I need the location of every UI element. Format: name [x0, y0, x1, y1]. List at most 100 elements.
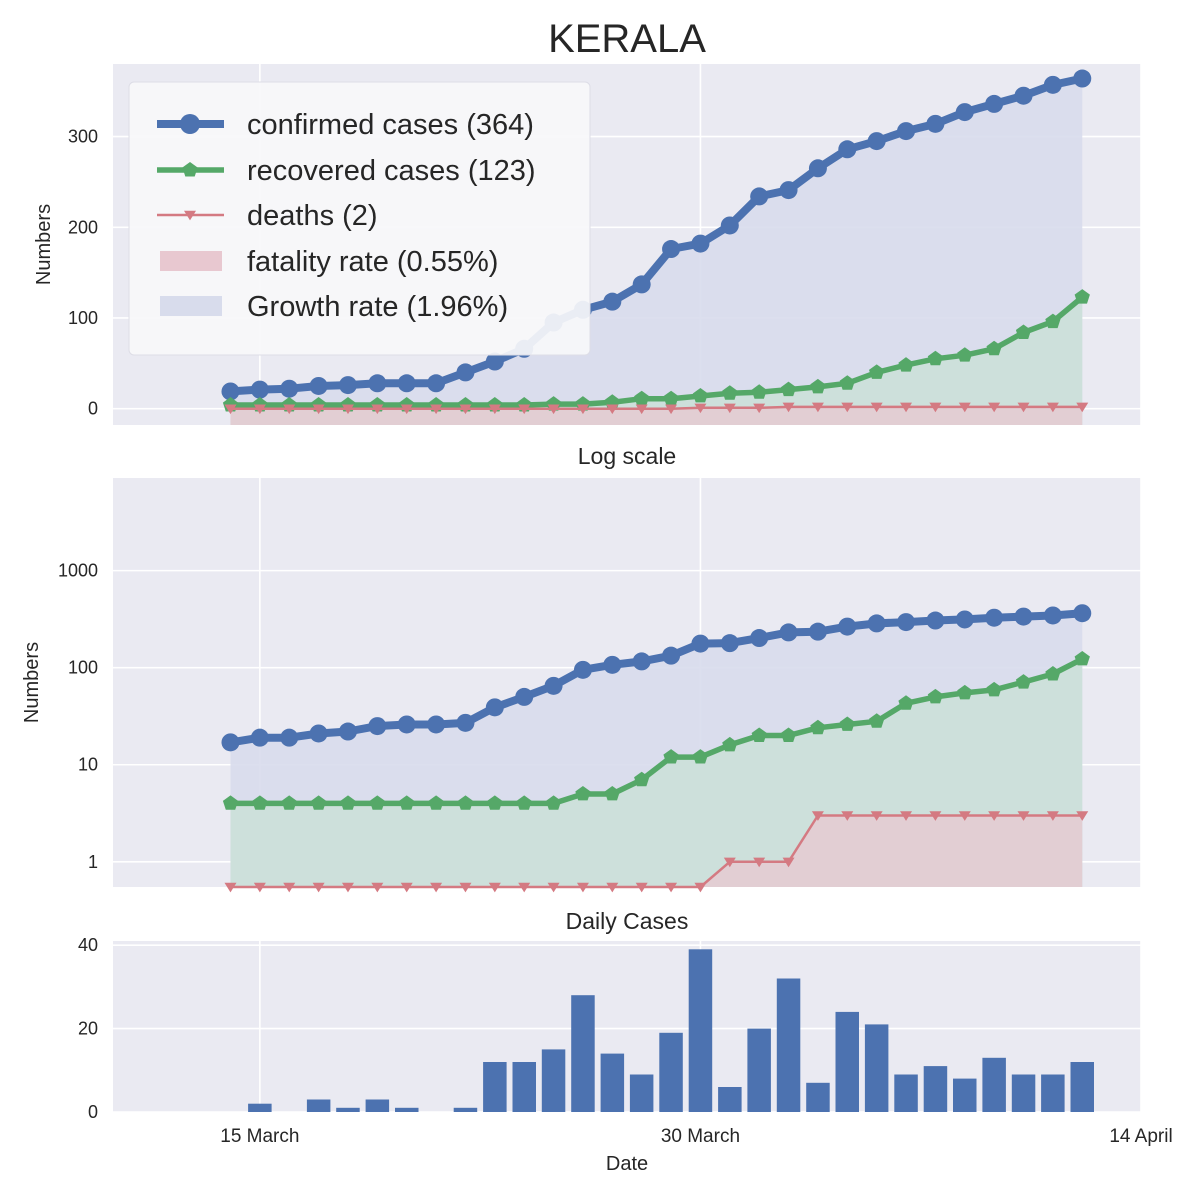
deaths-point: [1046, 811, 1059, 821]
confirmed-point: [720, 634, 739, 653]
recovered-point: [516, 795, 532, 810]
recovered-point: [252, 795, 268, 810]
recovered-point: [1074, 289, 1090, 304]
confirmed-point: [1073, 69, 1092, 88]
recovered-area: [230, 297, 1083, 425]
deaths-point: [723, 403, 736, 414]
recovered-point: [634, 390, 650, 406]
confirmed-point: [691, 234, 710, 253]
confirmed-point: [808, 622, 827, 641]
daily-bar: [453, 1107, 478, 1112]
recovered-point: [692, 388, 708, 403]
confirmed-point: [250, 380, 269, 399]
deaths-point: [371, 404, 384, 415]
confirmed-point: [309, 376, 328, 395]
deaths-point: [1017, 402, 1030, 413]
deaths-point: [929, 811, 942, 821]
recovered-point: [546, 795, 562, 810]
confirmed-point: [309, 724, 328, 743]
deaths-point: [341, 404, 354, 415]
deaths-point: [694, 882, 707, 893]
daily-bar: [718, 1087, 742, 1112]
deaths-point: [635, 882, 648, 893]
y-axis-label: Numbers: [33, 204, 55, 285]
y-tick-label-2: 100: [68, 658, 98, 678]
recovered-point: [986, 681, 1002, 697]
y-tick-label-0: 0: [88, 1102, 98, 1122]
daily-bar: [982, 1057, 1006, 1112]
y-tick-label-2: 40: [78, 935, 98, 955]
deaths-point: [811, 402, 824, 413]
legend-box: [128, 81, 591, 356]
recovered-legend-marker: [182, 162, 198, 177]
confirmed-point: [662, 240, 681, 259]
confirmed-point: [662, 646, 681, 665]
daily-bar: [365, 1099, 390, 1112]
daily-cases-panel: 0 20 40 Daily Cases 15 March 30 March 14 April…: [78, 908, 1173, 1175]
daily-bar: [659, 1032, 683, 1112]
confirmed-point: [985, 608, 1004, 627]
confirmed-point: [838, 140, 857, 159]
confirmed-point: [485, 352, 504, 371]
deaths-point: [753, 403, 766, 414]
x-axis-label: Date: [606, 1153, 648, 1175]
deaths-point: [988, 811, 1001, 821]
confirmed-point: [867, 132, 886, 151]
recovered-point: [986, 340, 1002, 356]
recovered-point: [1045, 666, 1061, 681]
deaths-point: [870, 402, 883, 413]
deaths-point: [900, 402, 913, 413]
recovered-point: [604, 786, 620, 801]
recovered-point: [722, 736, 738, 752]
recovered-point: [399, 795, 415, 810]
recovered-point: [898, 357, 914, 372]
confirmed-point: [926, 114, 945, 133]
confirmed-point: [632, 652, 651, 671]
deaths-point: [283, 404, 296, 415]
recovered-point: [311, 795, 327, 810]
deaths-point: [400, 404, 413, 415]
recovered-point: [222, 795, 239, 810]
daily-bar: [894, 1074, 918, 1112]
deaths-point: [694, 403, 707, 414]
recovered-point: [428, 795, 444, 810]
confirmed-point: [250, 728, 269, 747]
deaths-area: [230, 406, 1083, 425]
recovered-point: [927, 688, 943, 704]
figure-title: KERALA: [548, 17, 706, 61]
deaths-point: [606, 882, 619, 893]
deaths-point: [312, 882, 325, 893]
deaths-point: [841, 402, 854, 413]
deaths-series: [224, 811, 1089, 893]
growth-legend-label: Growth rate (1.96%): [247, 291, 508, 323]
daily-bar: [835, 1011, 859, 1112]
deaths-line: [230, 814, 1083, 889]
deaths-series: [224, 402, 1089, 415]
deaths-point: [253, 882, 266, 893]
confirmed-point: [926, 611, 945, 630]
confirmed-point: [280, 728, 299, 747]
daily-bar: [1070, 1062, 1094, 1112]
deaths-line: [230, 405, 1083, 410]
confirmed-point: [720, 216, 739, 235]
y-tick-label-3: 300: [68, 127, 98, 147]
deaths-point: [400, 882, 413, 893]
deaths-point: [224, 882, 237, 893]
recovered-point: [780, 381, 797, 397]
recovered-point: [839, 716, 855, 731]
deaths-point: [371, 882, 384, 893]
deaths-point: [929, 402, 942, 413]
confirmed-point: [603, 655, 622, 674]
deaths-point: [900, 811, 913, 821]
deaths-point: [1076, 402, 1089, 413]
recovered-point: [487, 795, 503, 810]
recovered-point: [1045, 313, 1061, 329]
confirmed-point: [338, 376, 357, 395]
daily-bar: [747, 1028, 771, 1112]
daily-bar: [1011, 1074, 1036, 1112]
daily-bar: [776, 978, 801, 1112]
confirmed-point: [750, 629, 769, 648]
confirmed-point: [955, 103, 974, 122]
daily-bar: [688, 949, 713, 1112]
